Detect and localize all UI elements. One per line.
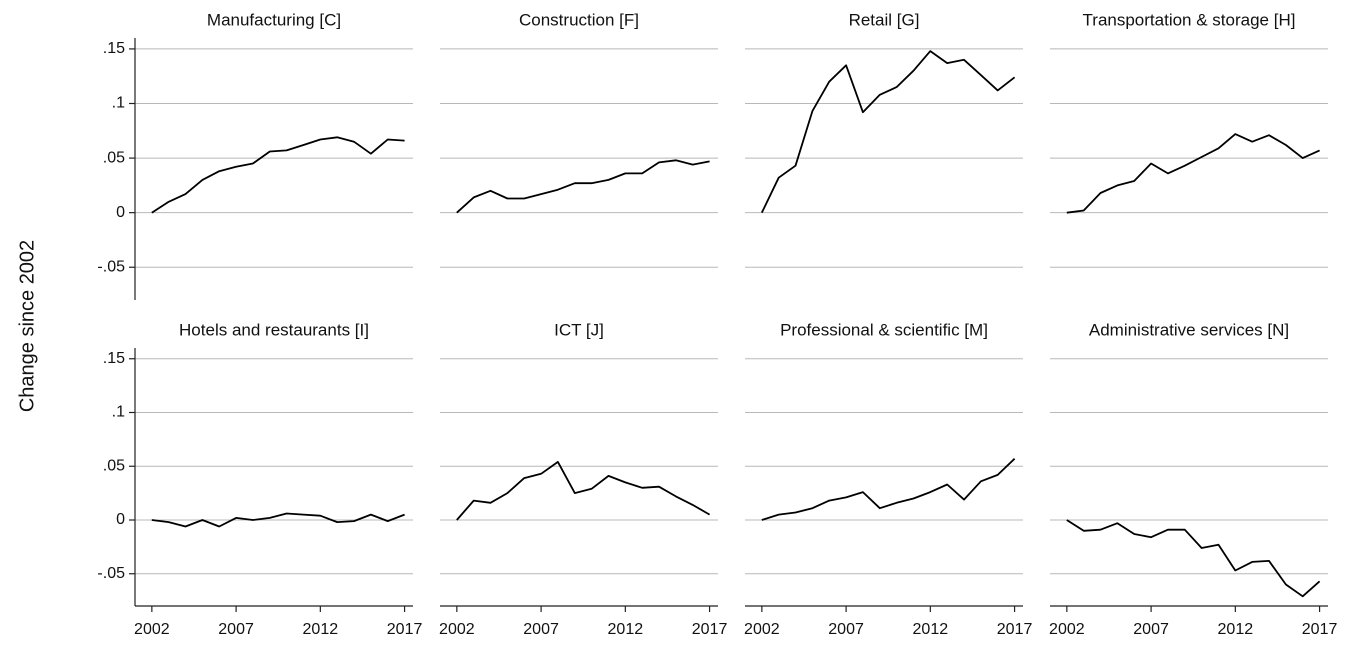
- panel-title: Hotels and restaurants [I]: [179, 320, 369, 339]
- x-tick-label: 2017: [1302, 621, 1338, 638]
- y-tick-label: 0: [116, 511, 125, 528]
- x-tick-label: 2017: [387, 621, 423, 638]
- x-tick-label: 2002: [744, 621, 780, 638]
- y-tick-label: .15: [103, 40, 125, 57]
- panel-title: Transportation & storage [H]: [1083, 10, 1296, 29]
- x-tick-label: 2007: [828, 621, 864, 638]
- y-tick-label: -.05: [97, 565, 125, 582]
- data-line: [456, 159, 710, 214]
- y-tick-label: .1: [112, 404, 125, 421]
- x-tick-label: 2007: [523, 621, 559, 638]
- data-line: [1066, 133, 1320, 214]
- x-tick-label: 2002: [439, 621, 475, 638]
- x-tick-label: 2017: [997, 621, 1033, 638]
- data-line: [151, 512, 405, 528]
- x-tick-label: 2012: [913, 621, 949, 638]
- panel-title: Retail [G]: [849, 10, 920, 29]
- panel-title: ICT [J]: [554, 320, 604, 339]
- y-axis-label: Change since 2002: [16, 240, 38, 412]
- x-tick-label: 2002: [1049, 621, 1085, 638]
- x-tick-label: 2012: [1218, 621, 1254, 638]
- x-tick-label: 2012: [303, 621, 339, 638]
- panel-title: Manufacturing [C]: [207, 10, 341, 29]
- data-line: [760, 50, 1016, 214]
- y-tick-label: .15: [103, 350, 125, 367]
- data-line: [1066, 519, 1321, 598]
- x-tick-label: 2007: [218, 621, 254, 638]
- y-tick-label: .1: [112, 95, 125, 112]
- x-tick-label: 2012: [608, 621, 644, 638]
- x-tick-label: 2002: [134, 621, 170, 638]
- y-tick-label: .05: [103, 457, 125, 474]
- x-tick-label: 2017: [692, 621, 728, 638]
- data-line: [456, 461, 711, 521]
- panel-title: Construction [F]: [519, 10, 639, 29]
- y-tick-label: 0: [116, 204, 125, 221]
- x-tick-label: 2007: [1133, 621, 1169, 638]
- panel-title: Administrative services [N]: [1089, 320, 1289, 339]
- y-tick-label: -.05: [97, 258, 125, 275]
- panel-title: Professional & scientific [M]: [780, 320, 988, 339]
- y-tick-label: .05: [103, 149, 125, 166]
- data-line: [151, 136, 405, 214]
- data-line: [761, 458, 1016, 521]
